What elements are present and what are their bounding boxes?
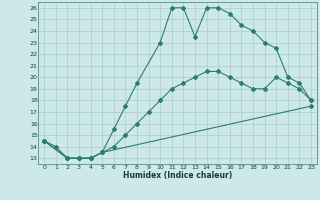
X-axis label: Humidex (Indice chaleur): Humidex (Indice chaleur) [123, 171, 232, 180]
